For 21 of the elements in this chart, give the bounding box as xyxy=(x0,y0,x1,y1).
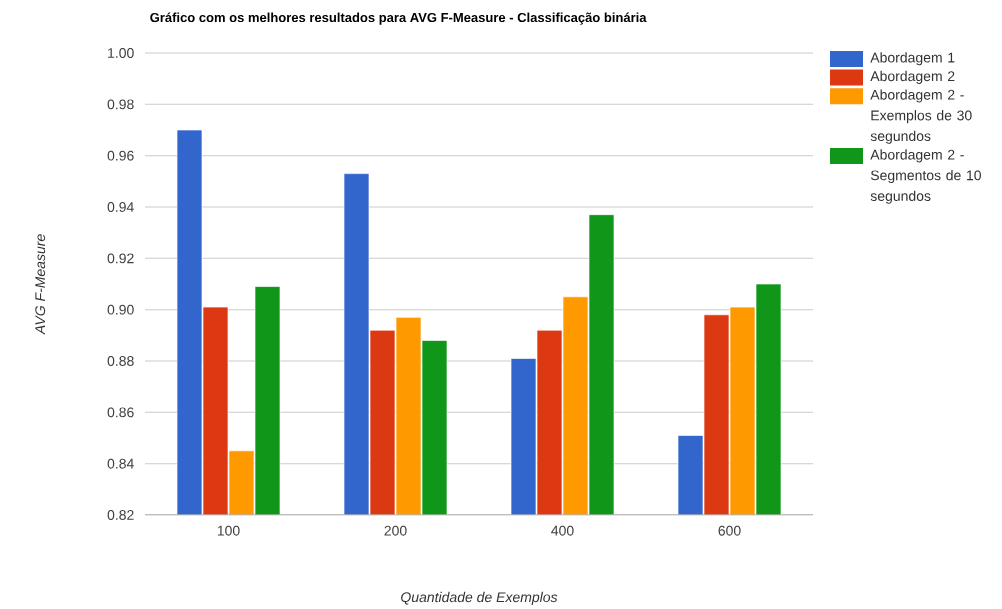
y-tick-label: 0.98 xyxy=(107,99,134,110)
y-tick-label: 0.86 xyxy=(107,407,134,418)
legend-label: Abordagem 1 xyxy=(870,52,955,66)
x-tick-label: 600 xyxy=(718,525,741,536)
x-tick-label: 100 xyxy=(217,525,240,536)
y-tick-label: 1.00 xyxy=(108,47,134,58)
legend-label: Abordagem 2 - Exemplos de 30 segundos xyxy=(870,89,972,144)
y-tick-label: 0.82 xyxy=(107,509,134,520)
y-tick-label: 0.90 xyxy=(107,304,134,315)
x-axis-title: Quantidade de Exemplos xyxy=(401,591,558,605)
x-tick-label: 200 xyxy=(384,525,407,536)
y-tick-label: 0.92 xyxy=(107,253,134,264)
legend-label: Abordagem 2 - Segmentos de 10 segundos xyxy=(870,149,981,204)
y-tick-label: 0.88 xyxy=(107,355,134,366)
chart-title: Gráfico com os melhores resultados para AVG F-Measure - Classificação binária xyxy=(150,12,647,25)
y-axis-title: AVG F-Measure xyxy=(35,234,46,335)
y-tick-label: 0.94 xyxy=(107,201,134,212)
legend-label: Abordagem 2 xyxy=(870,70,955,84)
y-tick-label: 0.96 xyxy=(107,150,134,161)
x-tick-label: 400 xyxy=(551,525,574,536)
y-tick-label: 0.84 xyxy=(107,458,134,469)
